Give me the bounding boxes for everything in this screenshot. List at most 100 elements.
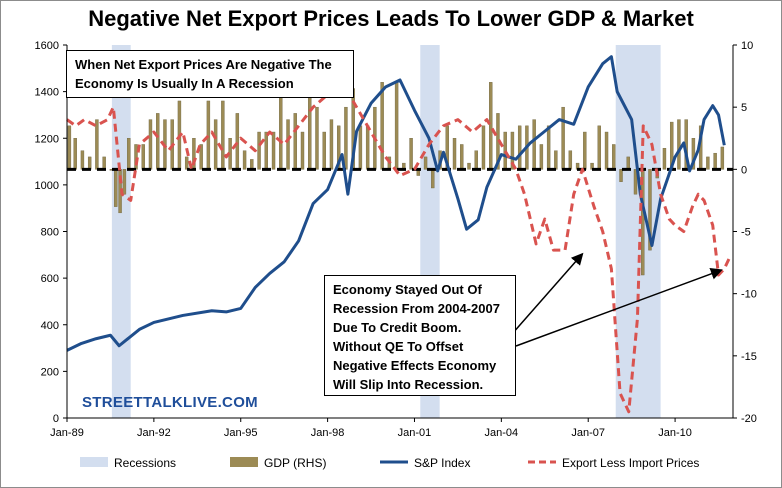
callout-line: Recession From 2004-2007 bbox=[333, 301, 500, 316]
gdp-bar bbox=[394, 82, 399, 170]
x-tick-label: Jan-04 bbox=[485, 427, 519, 439]
axes: 0 200 400 600 800 1000 1200 1400 1600 -20 -15 -10 -5… bbox=[35, 40, 757, 439]
annotation-callout: Economy Stayed Out Of Recession From 2004… bbox=[324, 275, 516, 396]
gdp-bar bbox=[365, 125, 370, 170]
x-tick-label: Jan-07 bbox=[571, 427, 605, 439]
gdp-bar bbox=[95, 119, 99, 170]
gdp-bar bbox=[561, 106, 565, 170]
gdp-bar bbox=[156, 113, 160, 170]
x-tick-label: Jan-92 bbox=[137, 427, 171, 439]
x-tick-label: Jan-95 bbox=[224, 427, 258, 439]
callout-line: Economy Stayed Out Of bbox=[333, 282, 482, 297]
gdp-bar bbox=[122, 169, 127, 195]
legend: Recessions GDP (RHS) S&P Index Export Less … bbox=[80, 456, 699, 470]
gdp-bar bbox=[517, 125, 522, 170]
gdp-bar bbox=[148, 119, 153, 170]
gdp-bar bbox=[706, 156, 710, 170]
gdp-bar bbox=[87, 156, 92, 170]
legend-gdp-label: GDP (RHS) bbox=[264, 456, 326, 470]
gdp-bar bbox=[322, 131, 326, 170]
export-import-line bbox=[66, 80, 732, 414]
gdp-bar bbox=[199, 144, 203, 170]
callout-arrows bbox=[511, 252, 723, 347]
gdp-bar bbox=[141, 144, 145, 170]
gdp-bar bbox=[568, 150, 573, 170]
callout-line: Without QE To Offset bbox=[333, 339, 464, 354]
gdp-bar bbox=[134, 144, 138, 170]
gdp-bar bbox=[460, 144, 464, 170]
right-tick-label: -10 bbox=[741, 289, 757, 301]
gdp-bar bbox=[380, 82, 384, 170]
gdp-bar bbox=[184, 156, 189, 170]
left-tick-label: 1200 bbox=[35, 133, 59, 145]
gdp-bar bbox=[662, 147, 667, 170]
left-tick-label: 600 bbox=[41, 273, 59, 285]
gdp-bar bbox=[532, 119, 536, 170]
gdp-bar bbox=[286, 119, 290, 170]
gdp-bar bbox=[358, 125, 363, 170]
gdp-bar bbox=[235, 113, 240, 170]
gdp-bar bbox=[713, 152, 717, 170]
gdp-bar bbox=[597, 125, 601, 170]
gdp-bar bbox=[626, 156, 630, 170]
gdp-bar bbox=[257, 131, 261, 170]
gdp-bar bbox=[67, 125, 72, 170]
watermark-text: STREETTALKLIVE.COM bbox=[82, 394, 258, 411]
gdp-bar bbox=[213, 119, 218, 170]
x-tick-label: Jan-10 bbox=[658, 427, 692, 439]
gdp-bar bbox=[612, 144, 616, 170]
gdp-bar bbox=[452, 138, 457, 170]
gdp-bar bbox=[114, 169, 118, 207]
right-tick-label: 5 bbox=[741, 102, 747, 114]
legend-sp-index-label: S&P Index bbox=[414, 456, 470, 470]
gdp-bar bbox=[431, 169, 435, 189]
gdp-bar bbox=[583, 131, 587, 170]
gdp-bar bbox=[648, 169, 652, 251]
gdp-bar bbox=[409, 138, 413, 170]
gdp-bar bbox=[308, 94, 312, 170]
gdp-bar bbox=[691, 138, 696, 170]
gdp-bar bbox=[344, 106, 348, 170]
right-tick-label: 10 bbox=[741, 40, 753, 52]
gdp-bar bbox=[73, 138, 77, 170]
left-tick-label: 800 bbox=[41, 227, 59, 239]
gdp-bar bbox=[633, 169, 638, 195]
left-tick-label: 400 bbox=[41, 320, 59, 332]
legend-gdp-swatch bbox=[230, 457, 258, 467]
callout-arrow-left bbox=[511, 252, 584, 335]
gdp-bar bbox=[619, 169, 623, 182]
gdp-bar bbox=[271, 131, 276, 170]
left-tick-label: 0 bbox=[53, 413, 59, 425]
gdp-bar bbox=[315, 106, 319, 170]
x-tick-label: Jan-89 bbox=[50, 427, 84, 439]
recession-band-0 bbox=[111, 45, 131, 418]
gdp-bar bbox=[677, 119, 681, 170]
gdp-bar bbox=[102, 156, 106, 170]
gdp-bar bbox=[489, 82, 493, 170]
gdp-bar bbox=[546, 125, 551, 170]
gdp-bar bbox=[604, 131, 609, 170]
gdp-bar bbox=[474, 150, 478, 170]
x-tick-label: Jan-98 bbox=[311, 427, 345, 439]
x-tick-label: Jan-01 bbox=[398, 427, 432, 439]
gdp-bar bbox=[481, 125, 486, 170]
callout-line: Negative Effects Economy bbox=[333, 358, 497, 373]
gdp-bar bbox=[467, 162, 471, 170]
right-tick-label: 0 bbox=[741, 164, 747, 176]
gdp-bar bbox=[221, 100, 225, 170]
left-tick-label: 1600 bbox=[35, 40, 59, 52]
left-tick-label: 1000 bbox=[35, 180, 59, 192]
left-tick-label: 200 bbox=[41, 366, 59, 378]
gdp-bar bbox=[423, 156, 428, 170]
gdp-bar bbox=[510, 131, 515, 170]
gdp-bar bbox=[80, 150, 85, 170]
callout-arrow-right bbox=[515, 268, 723, 347]
annotation-top-left: When Net Export Prices Are Negative The … bbox=[66, 50, 354, 98]
annotation-top-left-text: When Net Export Prices Are Negative The … bbox=[75, 57, 332, 91]
callout-line: Due To Credit Boom. bbox=[333, 320, 462, 335]
gdp-bar bbox=[300, 131, 305, 170]
gdp-bar bbox=[293, 113, 297, 170]
gdp-bar bbox=[554, 150, 558, 170]
gdp-bar bbox=[539, 144, 544, 170]
left-tick-label: 1400 bbox=[35, 87, 59, 99]
